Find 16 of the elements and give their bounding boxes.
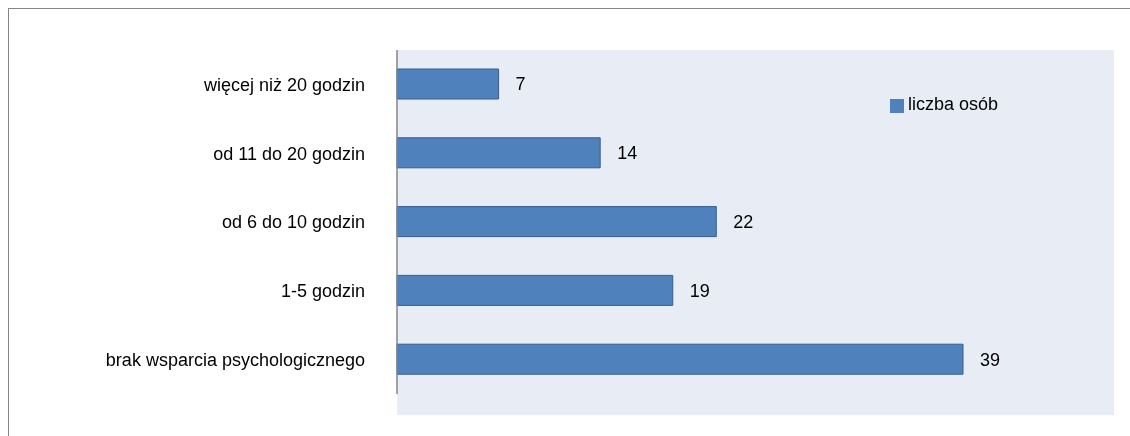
bar [396, 68, 500, 100]
legend-label: liczba osób [908, 94, 999, 114]
data-label: 22 [733, 211, 754, 232]
bar [396, 206, 717, 238]
bar [396, 274, 674, 306]
data-label: 19 [689, 280, 710, 301]
y-tick-label: 1-5 godzin [280, 281, 365, 302]
y-tick-label: od 6 do 10 godzin [221, 212, 365, 233]
data-label: 39 [980, 349, 1001, 370]
data-label: 7 [515, 74, 526, 95]
data-label: 14 [617, 143, 638, 164]
y-tick-label: od 11 do 20 godzin [213, 143, 365, 164]
bar [396, 137, 601, 169]
y-tick-label: więcej niż 20 godzin [202, 74, 365, 95]
bar [396, 343, 964, 375]
y-tick-label: brak wsparcia psychologicznego [105, 349, 365, 370]
